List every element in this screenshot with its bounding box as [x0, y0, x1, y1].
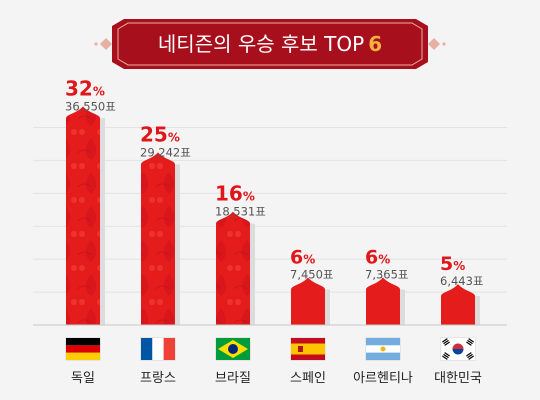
percent-sign: %: [93, 84, 105, 98]
percent-value: 16: [215, 182, 243, 206]
flag-trigram-line: [442, 355, 448, 360]
flag-emblem: [298, 346, 303, 352]
percent-sign: %: [378, 253, 390, 267]
flag-globe: [228, 344, 238, 354]
flag-stripe: [366, 352, 400, 360]
vote-count-label: 7,450표: [290, 268, 334, 282]
category-label: 브라질: [215, 371, 251, 386]
flag-trigram-line: [442, 338, 448, 343]
vote-count-label: 6,443표: [440, 274, 484, 288]
category-label: 대한민국: [434, 371, 482, 386]
bar-ornament: [66, 106, 100, 325]
chart-title: 네티즌의 우승 후보 TOP: [158, 32, 364, 56]
bars: [66, 106, 480, 325]
bar-shadow: [250, 223, 255, 325]
bar: [441, 284, 475, 325]
korea-flag: [440, 337, 476, 361]
vote-count-label: 29,242표: [140, 145, 191, 159]
category-label: 독일: [71, 371, 95, 386]
bar-ornament: [141, 152, 175, 325]
argentina-flag: [365, 337, 401, 361]
flag-trigram-line: [466, 352, 472, 357]
percent-sign: %: [303, 253, 315, 267]
bar: [366, 277, 400, 325]
percent-value: 25: [140, 122, 168, 146]
percent-value: 5: [440, 253, 453, 275]
flag-stripe: [291, 343, 325, 355]
flags: [65, 337, 476, 361]
category-labels: 독일 프랑스 브라질 스페인 아르헨티나 대한민국: [71, 371, 482, 386]
percent-label: 6%: [365, 247, 390, 269]
bar-shadow: [325, 289, 330, 325]
percent-label: 25%: [140, 122, 180, 146]
vote-count-label: 36,550표: [65, 99, 116, 113]
percent-value: 6: [290, 247, 303, 269]
ornament-left-icon: [94, 38, 112, 50]
flag-trigram-line: [466, 341, 472, 346]
flag-trigram-line: [467, 353, 473, 359]
flag-trigram-line: [444, 352, 450, 357]
grid-lines: [33, 127, 507, 293]
bar-shadow: [400, 289, 405, 325]
percent-label: 6%: [290, 247, 315, 269]
flag-stripe: [152, 338, 164, 360]
chart-title-highlight: 6: [368, 32, 382, 56]
percent-value: 6: [365, 247, 378, 269]
percent-label: 32%: [65, 76, 105, 100]
percent-sign: %: [168, 130, 180, 144]
flag-trigram-line: [443, 339, 449, 345]
percent-label: 16%: [215, 182, 255, 206]
percent-sign: %: [243, 190, 255, 204]
flag-sun: [380, 346, 386, 352]
flag-trigram: [442, 338, 450, 346]
flag-trigram-line: [443, 353, 449, 359]
category-label: 스페인: [290, 371, 326, 386]
flag-stripe: [66, 352, 100, 360]
category-label: 프랑스: [140, 371, 176, 386]
bar-shadow: [175, 164, 180, 325]
category-label: 아르헨티나: [353, 371, 413, 386]
france-flag: [140, 337, 176, 361]
flag-trigram: [442, 352, 450, 360]
flag-trigram: [466, 338, 474, 346]
flag-trigram-line: [468, 355, 474, 360]
bar-shadow: [100, 118, 105, 325]
bar-labels: 32%36,550표25%29,242표16%18,531표6%7,450표6%…: [65, 76, 484, 288]
flag-stripe: [66, 345, 100, 353]
bar-shadow: [475, 296, 480, 325]
percent-sign: %: [453, 259, 465, 273]
flag-taeguk-red: [452, 343, 464, 349]
flag-trigram-line: [468, 338, 474, 343]
percent-value: 32: [65, 76, 93, 100]
ornament-right-icon: [428, 38, 446, 50]
flag-trigram-line: [467, 339, 473, 345]
flag-stripe: [163, 338, 175, 360]
percent-label: 5%: [440, 253, 465, 275]
bar-ornament: [216, 211, 250, 325]
brazil-flag: [215, 337, 251, 361]
bar: [291, 277, 325, 325]
flag-taeguk-blue: [452, 349, 464, 355]
flag-stripe: [141, 338, 153, 360]
flag-stripe: [66, 338, 100, 346]
spain-flag: [290, 337, 326, 361]
flag-trigram-line: [444, 341, 450, 346]
flag-stripe: [366, 338, 400, 346]
germany-flag: [65, 337, 101, 361]
title-banner: 네티즌의 우승 후보 TOP 6: [94, 19, 446, 69]
flag-trigram: [466, 352, 474, 360]
vote-count-label: 7,365표: [365, 268, 409, 282]
vote-count-label: 18,531표: [215, 205, 266, 219]
